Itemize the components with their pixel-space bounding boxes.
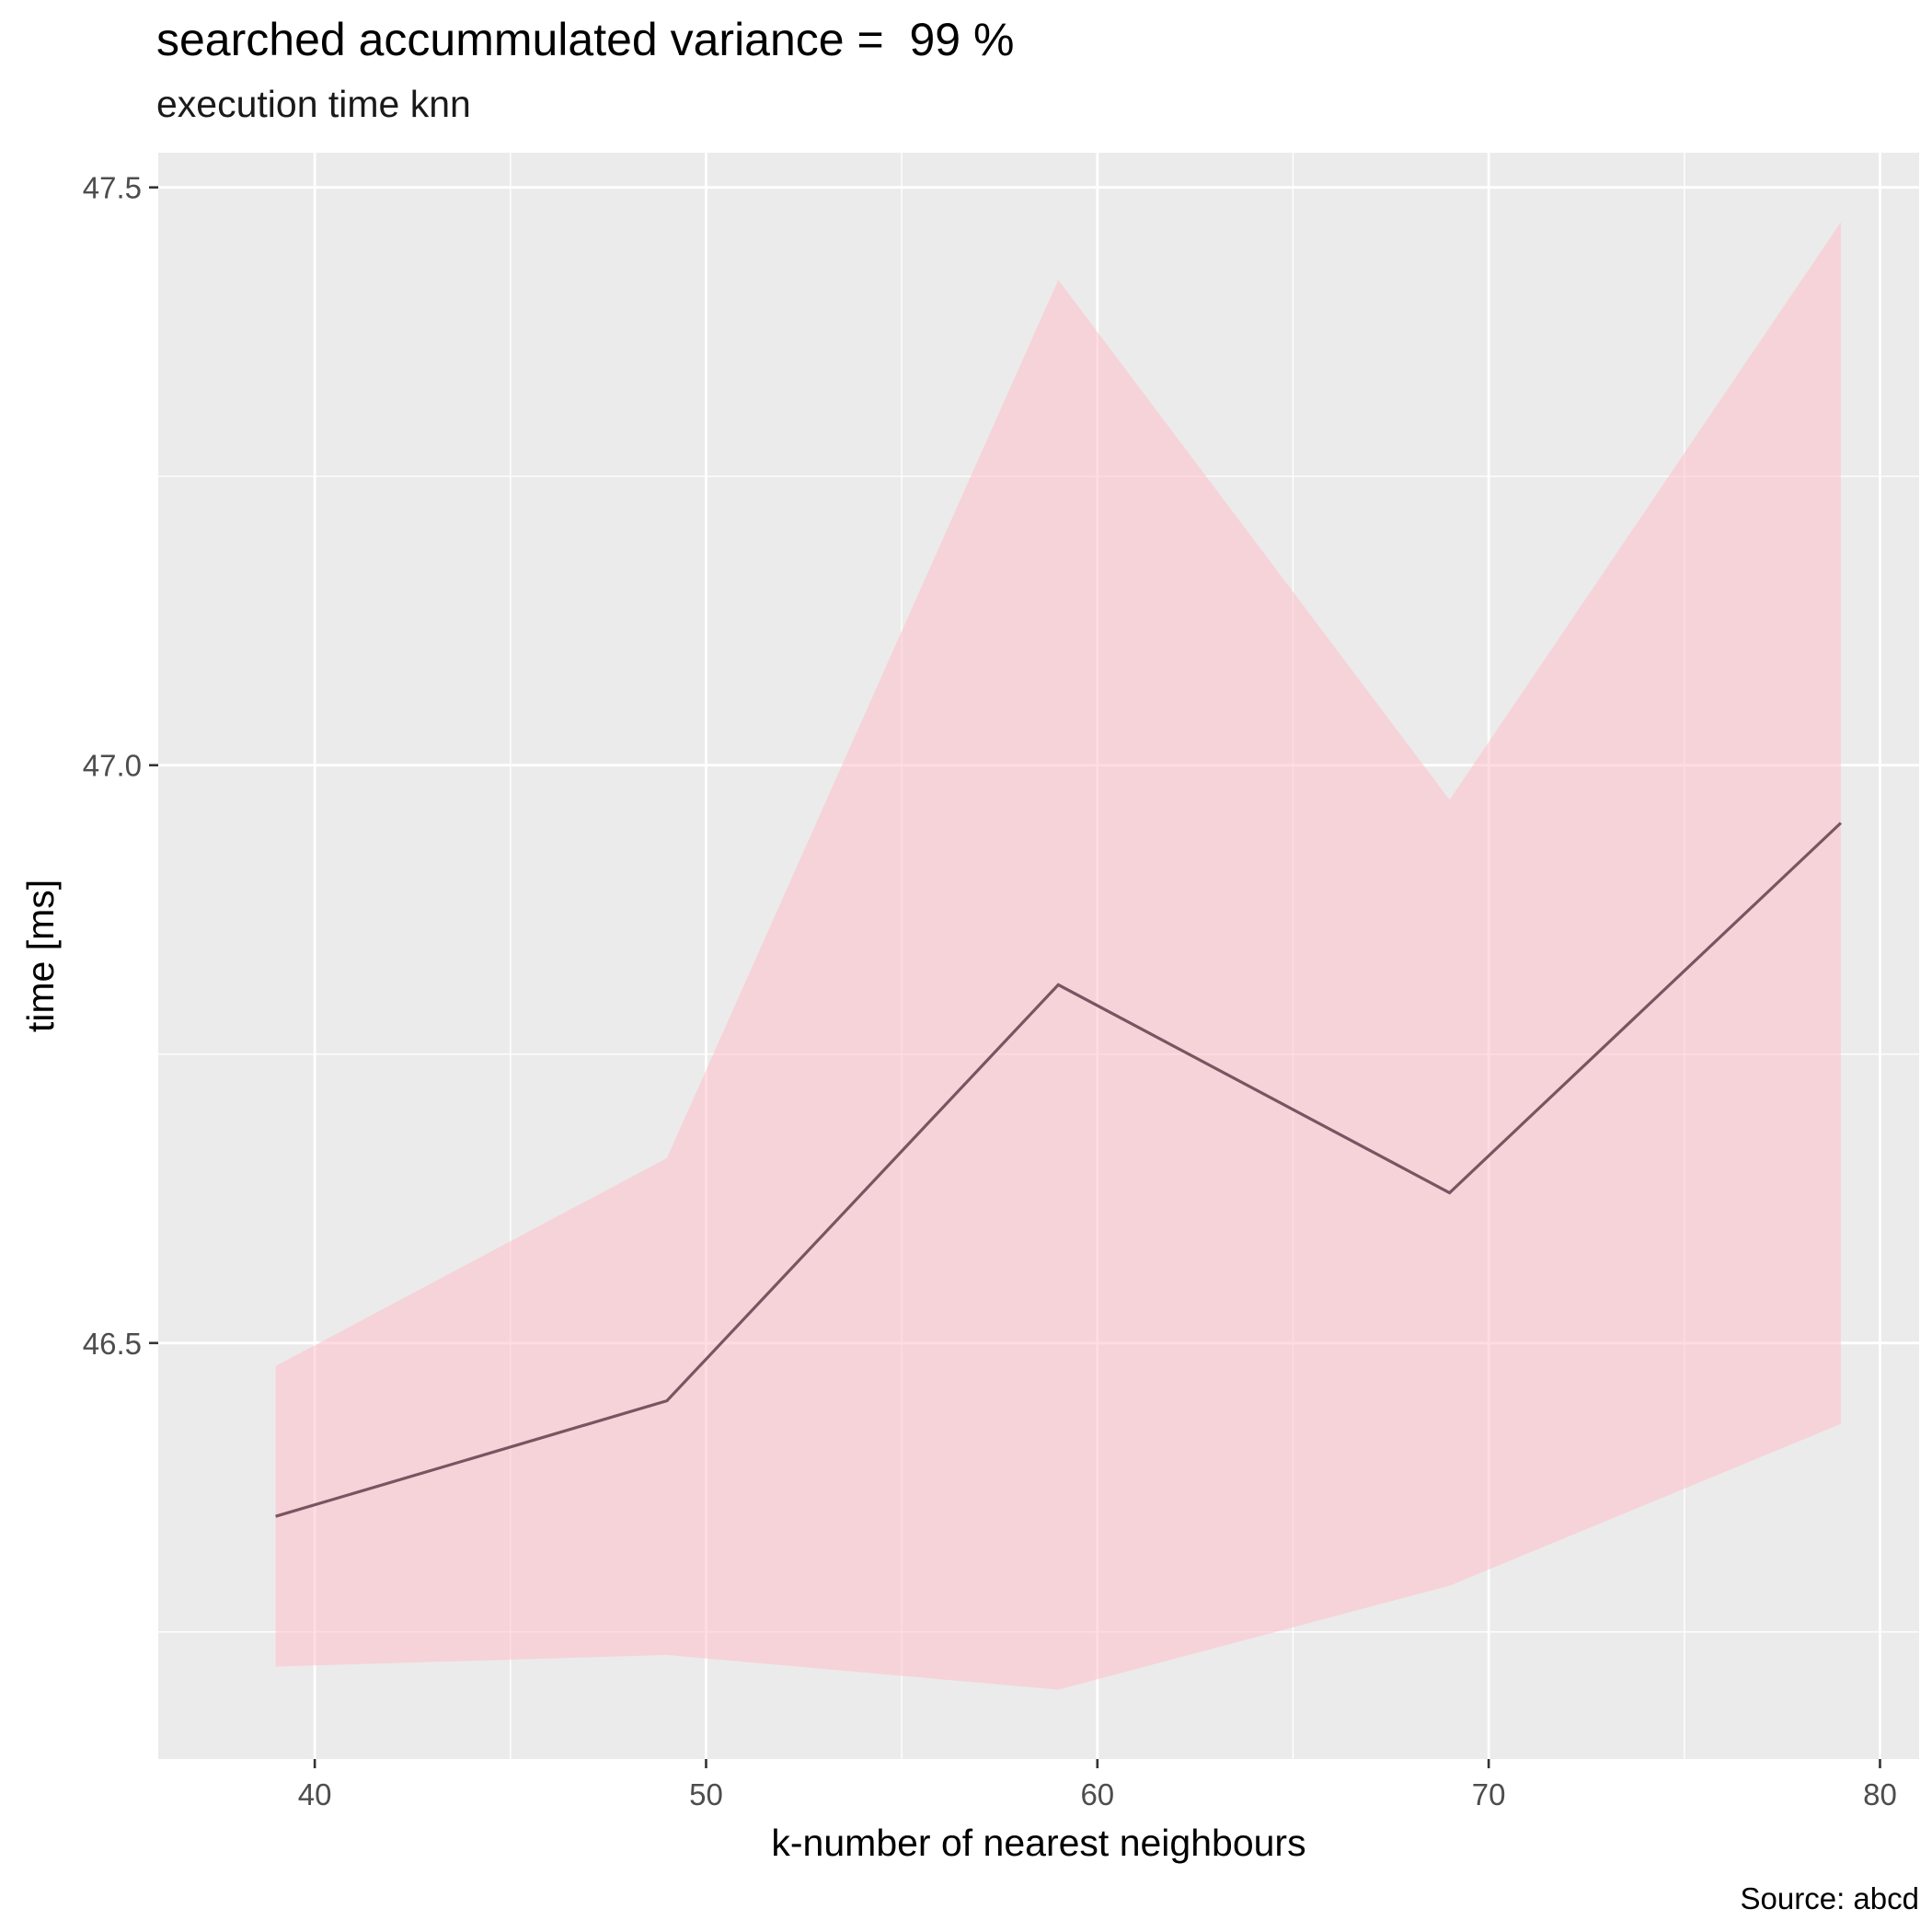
- y-tick-label: 47.0: [83, 749, 142, 783]
- x-tick-label: 50: [689, 1777, 723, 1811]
- x-tick-label: 40: [298, 1777, 332, 1811]
- chart-caption: Source: abcd: [1740, 1881, 1919, 1915]
- x-tick-label: 60: [1080, 1777, 1114, 1811]
- x-axis: 40 50 60 70 80: [298, 1759, 1897, 1811]
- y-tick-label: 46.5: [83, 1327, 142, 1361]
- x-tick-label: 80: [1863, 1777, 1897, 1811]
- series-line: [275, 822, 1842, 1518]
- y-tick-label: 47.5: [83, 171, 142, 205]
- confidence-ribbon: [275, 222, 1841, 1690]
- y-axis-label: time [ms]: [19, 880, 62, 1032]
- x-tick-label: 70: [1472, 1777, 1506, 1811]
- y-axis: 46.5 47.0 47.5: [83, 171, 158, 1361]
- chart-subtitle: execution time knn: [156, 83, 471, 125]
- chart-title: searched accummulated variance = 99 %: [156, 14, 1015, 65]
- x-axis-label: k-number of nearest neighbours: [771, 1822, 1305, 1864]
